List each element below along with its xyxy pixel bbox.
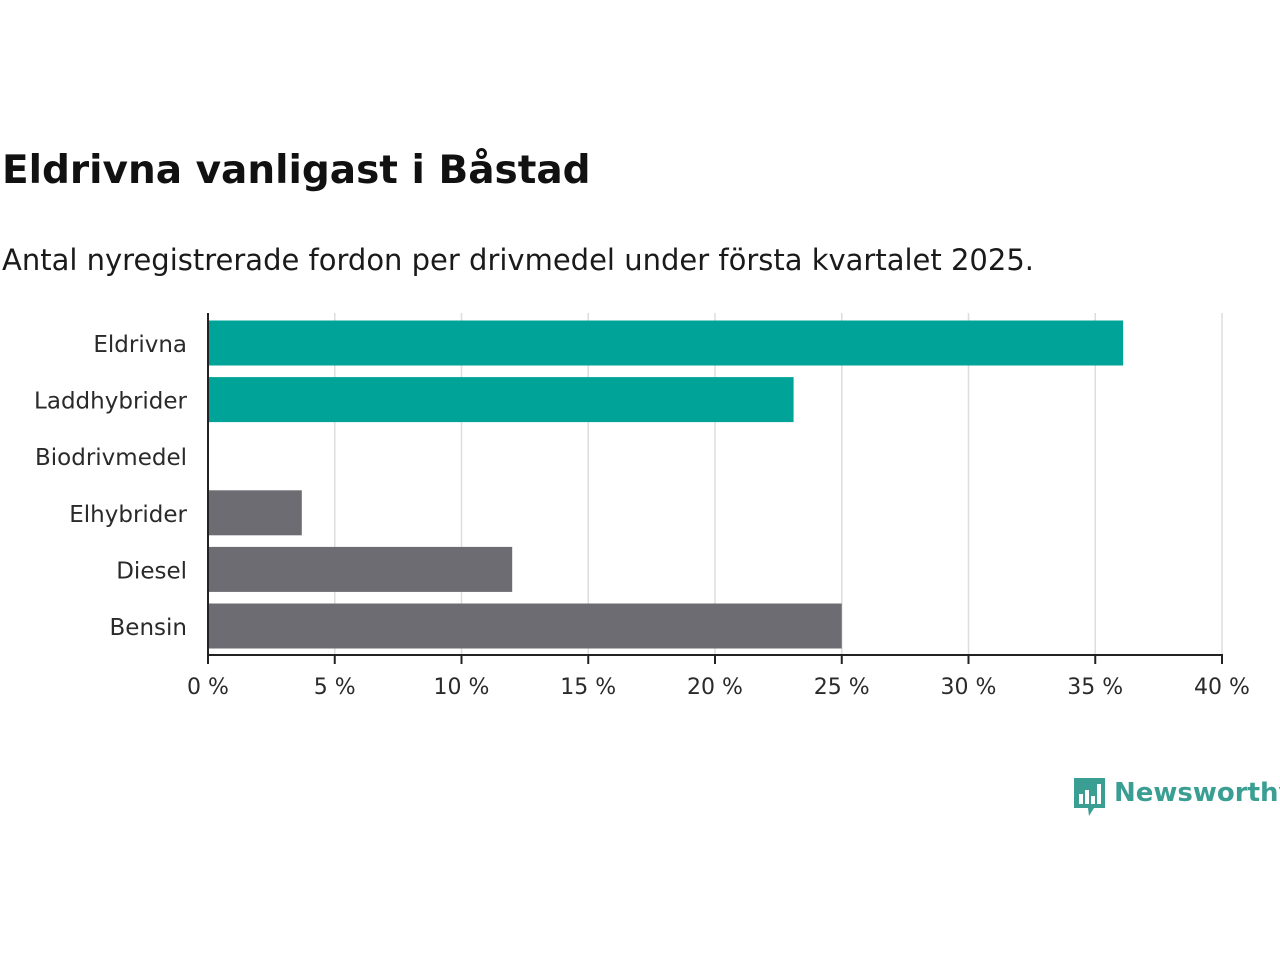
x-tick-label: 10 % [434, 675, 490, 700]
category-label: Eldrivna [93, 332, 187, 358]
bar-bensin [208, 603, 842, 649]
category-label: Laddhybrider [34, 389, 187, 415]
x-tick-label: 5 % [314, 675, 356, 700]
chart-title: Eldrivna vanligast i Båstad [2, 148, 591, 193]
x-tick-label: 25 % [814, 675, 870, 700]
x-tick-label: 15 % [560, 675, 616, 700]
x-tick-label: 0 % [187, 675, 229, 700]
chart-subtitle: Antal nyregistrerade fordon per drivmede… [2, 243, 1035, 277]
brand-name: Newsworthy [1114, 778, 1280, 808]
brand-logo: Newsworthy [1072, 776, 1280, 818]
bar-eldrivna [208, 320, 1124, 366]
newsworthy-logo-icon [1074, 778, 1105, 816]
x-tick-label: 30 % [941, 675, 997, 700]
category-label: Diesel [116, 558, 187, 584]
bar-diesel [208, 546, 513, 592]
x-tick-label: 35 % [1067, 675, 1123, 700]
category-label: Elhybrider [69, 502, 187, 528]
category-label: Biodrivmedel [35, 445, 187, 471]
category-label: Bensin [110, 615, 187, 641]
x-tick-label: 20 % [687, 675, 743, 700]
x-tick-label: 40 % [1194, 675, 1250, 700]
bar-elhybrider [208, 490, 302, 536]
bar-laddhybrider [208, 377, 794, 423]
